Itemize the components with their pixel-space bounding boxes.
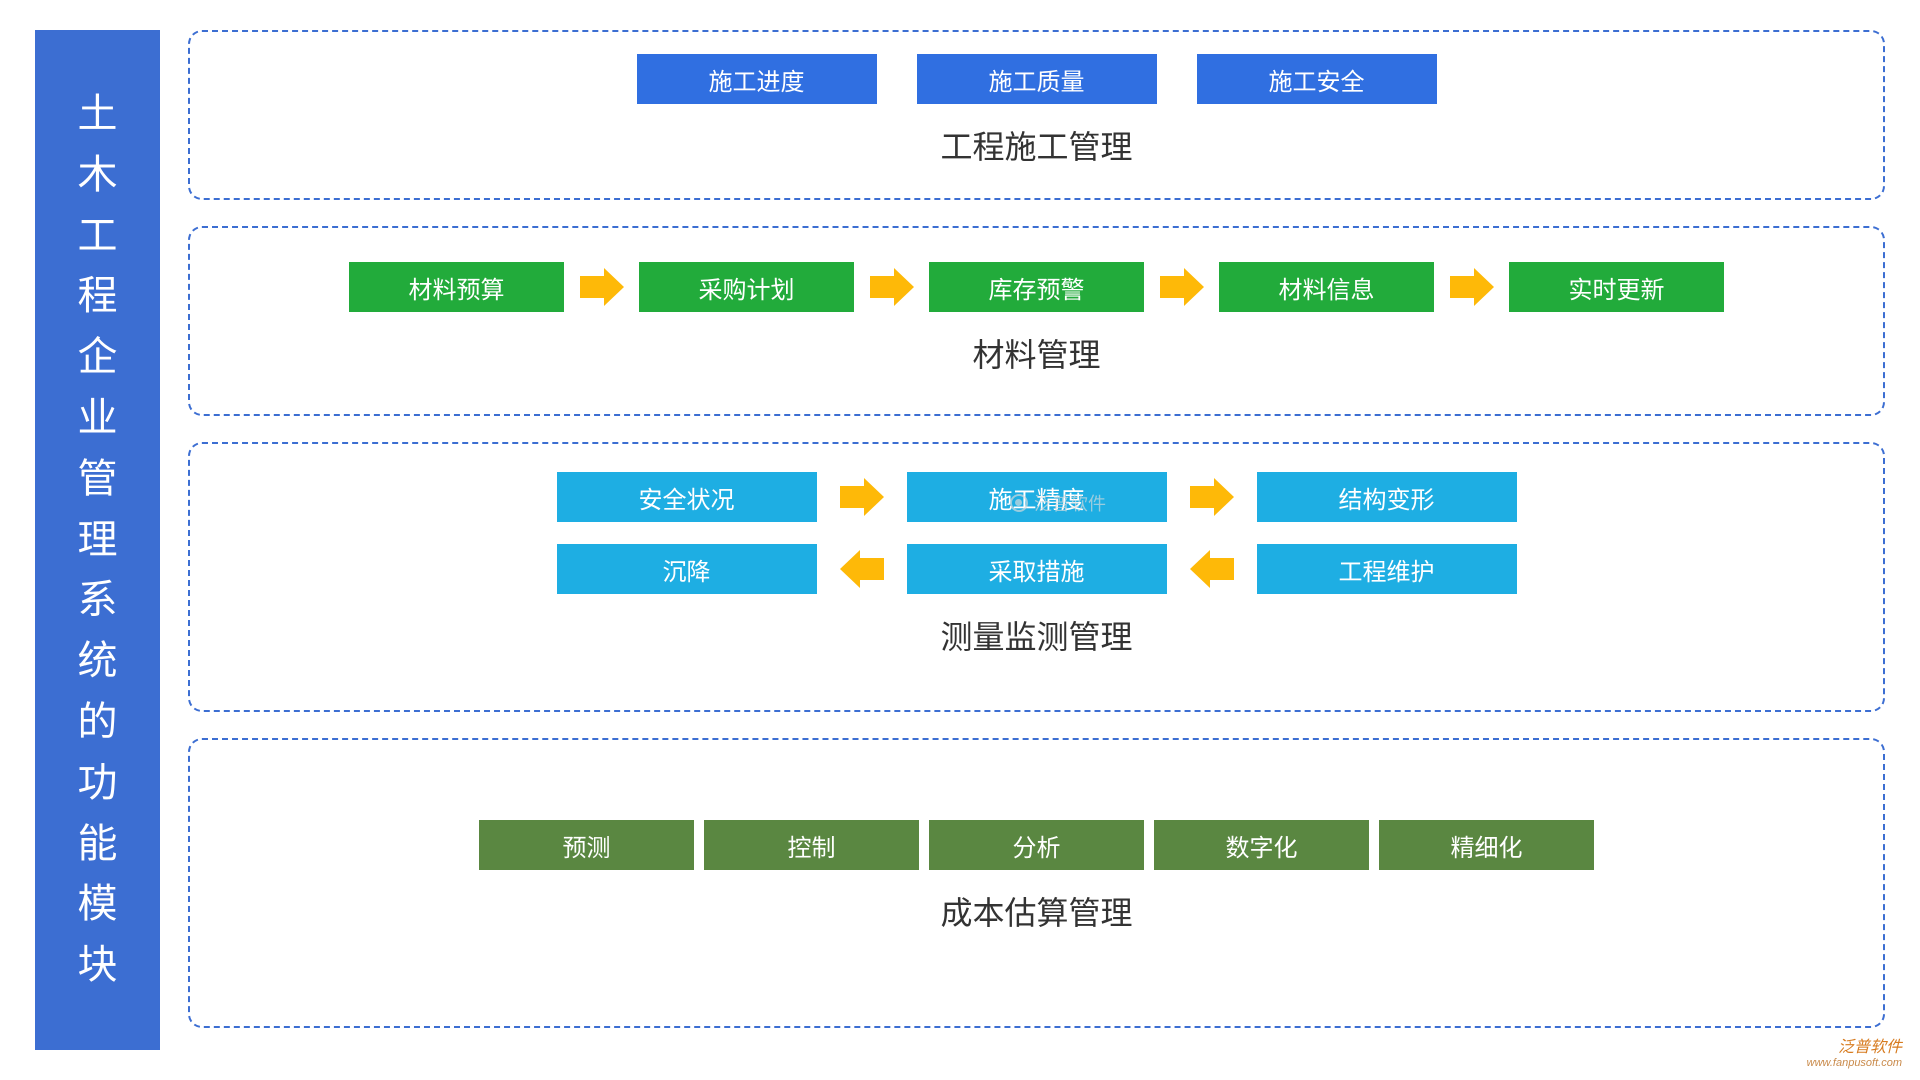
panel3-row2: 沉降 采取措施 工程维护	[557, 544, 1517, 594]
arrow-right-icon	[564, 268, 639, 306]
box-material-budget: 材料预算	[349, 262, 564, 312]
title-char: 统	[78, 631, 118, 692]
box-safety-status: 安全状况	[557, 472, 817, 522]
box-quality: 施工质量	[917, 54, 1157, 104]
title-char: 管	[78, 449, 118, 510]
box-take-measures: 采取措施	[907, 544, 1167, 594]
panel1-row: 施工进度 施工质量 施工安全	[637, 54, 1437, 104]
arrow-right-icon	[1144, 268, 1219, 306]
watermark-center-text: 泛普软件	[1034, 490, 1106, 516]
watermark-brand: 泛普软件	[1807, 1038, 1902, 1057]
title-char: 企	[78, 327, 118, 388]
title-char: 程	[78, 266, 118, 327]
title-char: 土	[78, 84, 118, 145]
arrow-right-icon	[854, 268, 929, 306]
panel2-title: 材料管理	[972, 330, 1100, 376]
logo-circle-icon	[1010, 494, 1028, 512]
title-char: 的	[78, 692, 118, 753]
box-material-info: 材料信息	[1219, 262, 1434, 312]
box-engineering-maintenance: 工程维护	[1257, 544, 1517, 594]
watermark-url: www.fanpusoft.com	[1807, 1057, 1902, 1070]
watermark-corner: 泛普软件 www.fanpusoft.com	[1807, 1038, 1902, 1070]
box-refinement: 精细化	[1379, 820, 1594, 870]
panel1-title: 工程施工管理	[940, 122, 1132, 168]
sidebar-title: 土 木 工 程 企 业 管 理 系 统 的 功 能 模 块	[35, 30, 160, 1050]
arrow-right-icon	[1167, 478, 1257, 516]
title-char: 块	[78, 935, 118, 996]
box-safety: 施工安全	[1197, 54, 1437, 104]
box-progress: 施工进度	[637, 54, 877, 104]
title-char: 功	[78, 753, 118, 814]
box-settlement: 沉降	[557, 544, 817, 594]
title-char: 理	[78, 510, 118, 571]
title-char: 木	[78, 145, 118, 206]
panels-container: 施工进度 施工质量 施工安全 工程施工管理 材料预算 采购计划 库存预警 材料信…	[188, 30, 1885, 1050]
arrow-left-icon	[1167, 550, 1257, 588]
box-analysis: 分析	[929, 820, 1144, 870]
arrow-right-icon	[1434, 268, 1509, 306]
box-control: 控制	[704, 820, 919, 870]
box-realtime-update: 实时更新	[1509, 262, 1724, 312]
box-structure-deformation: 结构变形	[1257, 472, 1517, 522]
title-char: 模	[78, 874, 118, 935]
panel3-title: 测量监测管理	[940, 612, 1132, 658]
panel4-row: 预测 控制 分析 数字化 精细化	[479, 820, 1594, 870]
watermark-center: 泛普软件	[1010, 490, 1106, 516]
arrow-right-icon	[817, 478, 907, 516]
panel-construction-management: 施工进度 施工质量 施工安全 工程施工管理	[188, 30, 1885, 200]
title-char: 系	[78, 570, 118, 631]
panel2-row: 材料预算 采购计划 库存预警 材料信息 实时更新	[349, 262, 1724, 312]
box-purchase-plan: 采购计划	[639, 262, 854, 312]
title-char: 工	[78, 206, 118, 267]
panel-cost-estimation: 预测 控制 分析 数字化 精细化 成本估算管理	[188, 738, 1885, 1028]
title-char: 业	[78, 388, 118, 449]
panel-material-management: 材料预算 采购计划 库存预警 材料信息 实时更新 材料管理	[188, 226, 1885, 416]
box-forecast: 预测	[479, 820, 694, 870]
panel4-title: 成本估算管理	[940, 888, 1132, 934]
panel-measurement-monitoring: 安全状况 施工精度 结构变形 沉降 采取措施 工程维护 测量监测管理	[188, 442, 1885, 712]
box-digitalization: 数字化	[1154, 820, 1369, 870]
title-char: 能	[78, 814, 118, 875]
box-inventory-alert: 库存预警	[929, 262, 1144, 312]
arrow-left-icon	[817, 550, 907, 588]
